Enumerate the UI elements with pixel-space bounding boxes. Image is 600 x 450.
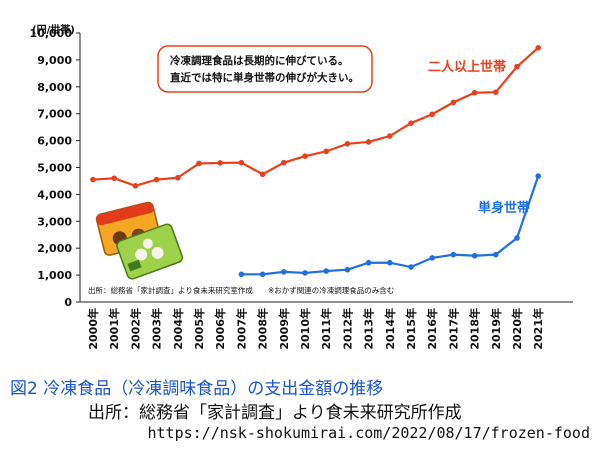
data-point — [450, 251, 457, 258]
data-point — [344, 141, 351, 147]
x-tick-label: 2006年 — [213, 308, 227, 350]
data-point — [344, 266, 351, 273]
data-point — [365, 139, 372, 145]
annotation-box: 冷凍調理食品は長期的に伸びている。 直近では特に単身世帯の伸びが大きい。 — [157, 45, 373, 93]
figure-source: 出所：総務省「家計調査」より食未来研究所作成 — [88, 403, 462, 423]
data-point — [217, 160, 223, 166]
x-tick-label: 2000年 — [86, 308, 100, 350]
data-point — [514, 235, 520, 241]
x-tick-label: 2017年 — [446, 308, 460, 350]
series-label-single: 単身世帯 — [478, 200, 530, 216]
x-tick-label: 2004年 — [171, 308, 185, 350]
data-point — [196, 160, 202, 167]
data-point — [281, 159, 287, 166]
x-tick-label: 2019年 — [489, 308, 503, 350]
data-point — [387, 259, 393, 266]
data-point — [471, 89, 478, 96]
data-point — [153, 176, 160, 183]
figure-url: https://nsk-shokumirai.com/2022/08/17/fr… — [147, 424, 590, 442]
x-tick-label: 2011年 — [319, 308, 333, 350]
y-tick-label: 1,000 — [37, 269, 72, 282]
x-tick-label: 2020年 — [510, 308, 524, 350]
annotation-line-1: 冷凍調理食品は長期的に伸びている。 — [170, 54, 349, 67]
data-point — [259, 171, 266, 178]
data-point — [302, 153, 308, 160]
y-unit-label: (円/世帯) — [32, 23, 75, 36]
data-point — [493, 89, 499, 95]
data-point — [450, 99, 457, 106]
data-point — [175, 174, 181, 181]
data-point — [323, 268, 330, 274]
data-point — [408, 264, 414, 270]
frozen-food-illustration — [95, 201, 184, 280]
data-point — [387, 133, 393, 139]
data-point — [238, 271, 245, 278]
data-point — [408, 120, 414, 126]
x-tick-label: 2003年 — [150, 308, 164, 350]
data-point — [493, 251, 499, 258]
annotation-line-2: 直近では特に単身世帯の伸びが大きい。 — [170, 71, 359, 84]
data-point — [281, 269, 287, 275]
figure-caption: 図2 冷凍食品（冷凍調味食品）の支出金額の推移 — [10, 379, 384, 399]
series-line-single — [241, 175, 540, 276]
x-tick-label: 2015年 — [404, 308, 418, 350]
series-line-multi-person — [92, 46, 539, 187]
y-tick-label: 7,000 — [37, 108, 72, 121]
series-label-multi-person: 二人以上世帯 — [428, 59, 506, 75]
data-point — [535, 44, 541, 51]
data-point — [90, 176, 96, 183]
data-point — [365, 259, 372, 266]
y-tick-label: 4,000 — [37, 188, 72, 201]
y-tick-label: 8,000 — [37, 81, 72, 94]
y-tick-label: 3,000 — [37, 215, 72, 228]
x-tick-label: 2013年 — [362, 308, 376, 350]
x-tick-label: 2010年 — [298, 308, 312, 350]
data-point — [514, 63, 520, 70]
x-tick-label: 2008年 — [256, 308, 270, 350]
data-point — [323, 148, 330, 155]
x-tick-label: 2014年 — [383, 308, 397, 350]
data-point — [471, 252, 478, 259]
data-point — [535, 173, 541, 179]
data-point — [111, 175, 117, 182]
y-tick-label: 2,000 — [37, 242, 72, 255]
x-tick-label: 2012年 — [340, 308, 354, 350]
x-tick-label: 2016年 — [425, 308, 439, 350]
x-tick-label: 2009年 — [277, 308, 291, 350]
data-point — [238, 159, 245, 166]
y-tick-label: 10,000 — [30, 27, 73, 40]
x-tick-label: 2018年 — [468, 308, 482, 350]
x-tick-label: 2001年 — [107, 308, 121, 350]
y-tick-label: 0 — [64, 296, 72, 309]
scope-note: ※おかず関連の冷凍調理食品のみ含む — [268, 285, 394, 295]
x-tick-label: 2002年 — [128, 308, 142, 350]
y-tick-label: 5,000 — [37, 162, 72, 175]
x-tick-label: 2021年 — [531, 308, 545, 350]
data-point — [259, 271, 266, 278]
x-tick-label: 2005年 — [192, 308, 206, 350]
data-point — [132, 182, 139, 189]
data-point — [429, 111, 436, 118]
data-point — [429, 255, 436, 261]
y-tick-label: 9,000 — [37, 54, 72, 67]
y-tick-label: 6,000 — [37, 135, 72, 148]
data-point — [302, 270, 308, 276]
chart: (円/世帯) 0 1,000 2,000 3,000 4,000 5,000 6,000 7,… — [30, 23, 573, 350]
source-note: 出所：総務省「家計調査」より食未来研究室作成 — [88, 285, 253, 295]
x-tick-label: 2007年 — [234, 308, 248, 350]
